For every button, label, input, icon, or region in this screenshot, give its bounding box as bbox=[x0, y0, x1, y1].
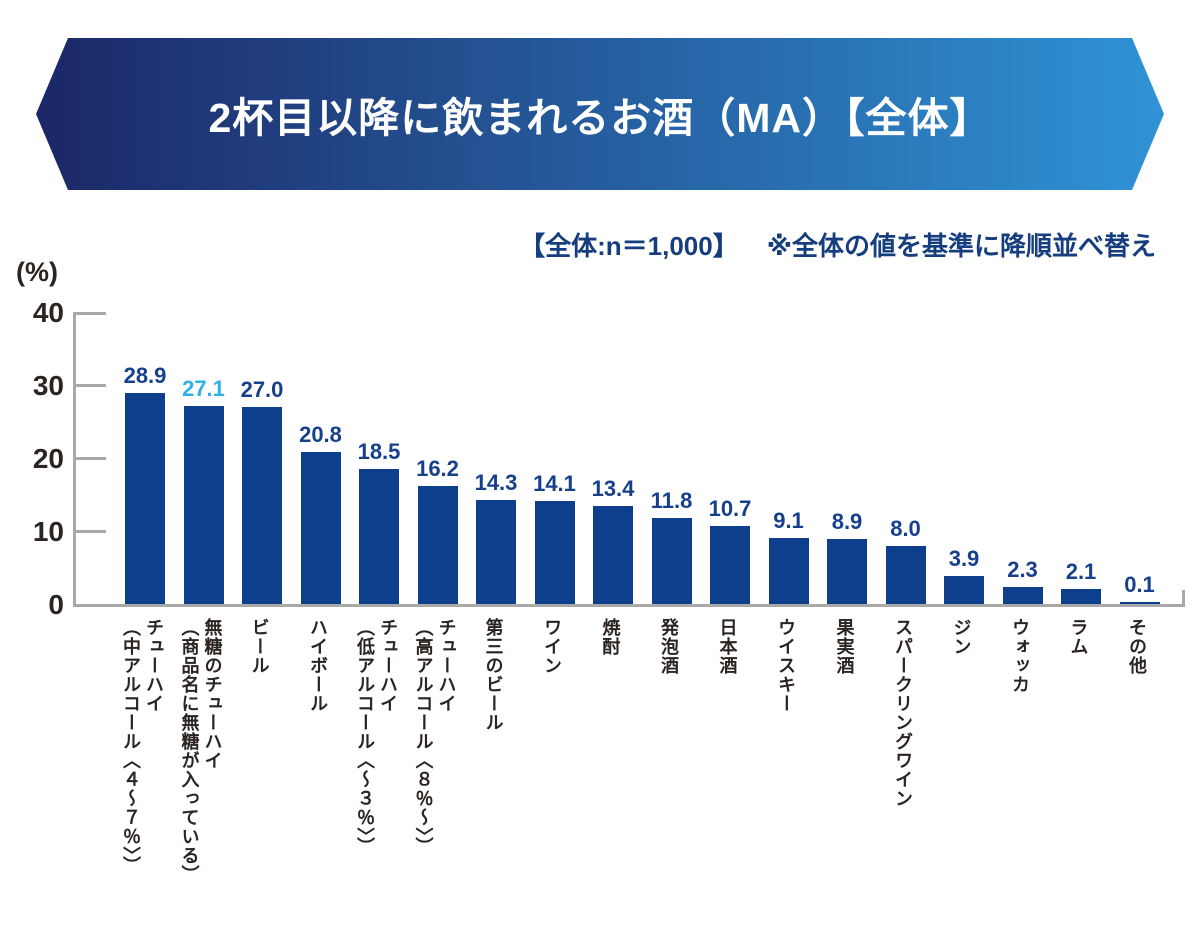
bar bbox=[125, 393, 165, 604]
bar-column: 27.0 bbox=[233, 312, 292, 604]
category-label: チューハイ （高アルコール〈８％～〉） bbox=[413, 618, 457, 856]
bar bbox=[827, 539, 867, 604]
category-label: 無糖のチューハイ （商品名に無糖が入っている） bbox=[179, 618, 223, 884]
bar-column: 2.1 bbox=[1052, 312, 1111, 604]
bar-column: 0.1 bbox=[1110, 312, 1169, 604]
y-tick-label: 0 bbox=[48, 589, 64, 620]
bar bbox=[651, 517, 692, 604]
y-tick-label: 30 bbox=[32, 370, 64, 401]
bar bbox=[183, 406, 224, 604]
bar-value-label: 3.9 bbox=[948, 545, 980, 571]
bar-column: 8.9 bbox=[818, 312, 877, 604]
y-axis-unit-label: (%) bbox=[16, 257, 58, 287]
bar-value-label: 28.9 bbox=[123, 363, 167, 389]
bar-column: 20.8 bbox=[291, 312, 350, 604]
bar bbox=[242, 406, 282, 604]
bar bbox=[300, 452, 341, 604]
title-banner: 2杯目以降に飲まれるお酒（MA）【全体】 bbox=[36, 38, 1164, 190]
bar bbox=[476, 499, 516, 604]
page-title: 2杯目以降に飲まれるお酒（MA）【全体】 bbox=[208, 95, 992, 141]
bar bbox=[944, 575, 984, 604]
category-label: その他 bbox=[1127, 618, 1148, 675]
bar-value-label: 2.1 bbox=[1065, 558, 1097, 584]
bar-value-label: 18.5 bbox=[357, 438, 401, 464]
bar-column: 18.5 bbox=[350, 312, 409, 604]
chart-note: 【全体:n＝1,000】 ※全体の値を基準に降順並べ替え bbox=[519, 226, 1156, 263]
bar bbox=[359, 468, 399, 604]
bar-value-label: 16.2 bbox=[416, 455, 459, 481]
category-label: ビール bbox=[249, 618, 270, 675]
bar-column: 8.0 bbox=[876, 312, 935, 604]
category-label: 発泡酒 bbox=[659, 618, 680, 675]
bar-column: 11.8 bbox=[642, 312, 701, 604]
y-tick bbox=[76, 312, 106, 315]
y-tick bbox=[76, 529, 106, 533]
plot-area: 40 30 20 10 0 28.9 27.1 27.0 20.8 18.5 16.2 14.3 14.… bbox=[33, 299, 1185, 619]
category-labels: チューハイ （中アルコール〈４～７％〉） 無糖のチューハイ （商品名に無糖が入って… bbox=[73, 618, 1185, 936]
y-tick bbox=[76, 456, 106, 460]
category-label: スパークリングワイン bbox=[893, 618, 914, 808]
bar-value-label: 2.3 bbox=[1007, 557, 1038, 583]
bar-value-label: 11.8 bbox=[650, 487, 693, 513]
category-label: チューハイ （中アルコール〈４～７％〉） bbox=[121, 618, 165, 875]
bar-value-label: 20.8 bbox=[299, 422, 342, 448]
bar-value-label: 13.4 bbox=[591, 476, 635, 502]
category-label: チューハイ （低アルコール〈～３％〉） bbox=[355, 618, 399, 856]
bar bbox=[417, 485, 458, 604]
bar-column: 2.3 bbox=[993, 312, 1052, 604]
bar-column: 16.2 bbox=[408, 312, 467, 604]
category-label: 日本酒 bbox=[717, 618, 738, 675]
y-tick-label: 10 bbox=[32, 516, 64, 547]
bar-column: 9.1 bbox=[759, 312, 818, 604]
sort-order-note: ※全体の値を基準に降順並べ替え bbox=[766, 231, 1156, 261]
bar-column: 14.1 bbox=[525, 312, 584, 604]
bar bbox=[768, 537, 809, 604]
y-tick-label: 40 bbox=[32, 297, 64, 328]
bar bbox=[1061, 588, 1101, 604]
category-label: ラム bbox=[1068, 618, 1089, 656]
bar-value-label: 14.1 bbox=[533, 471, 576, 497]
y-tick bbox=[76, 383, 106, 387]
bar-column: 27.1 bbox=[174, 312, 233, 604]
category-label: ウイスキー bbox=[776, 618, 797, 713]
bar bbox=[885, 545, 926, 604]
bar-value-label: 8.0 bbox=[890, 515, 921, 541]
y-tick-label: 20 bbox=[32, 443, 64, 474]
bar bbox=[593, 506, 633, 604]
category-label: ハイボール bbox=[308, 618, 329, 713]
category-label: 第三のビール bbox=[483, 618, 504, 732]
bar-value-label: 0.1 bbox=[1124, 572, 1155, 597]
category-label: ワイン bbox=[542, 618, 563, 675]
bar-column: 10.7 bbox=[701, 312, 760, 604]
category-label: 果実酒 bbox=[834, 618, 855, 675]
bar-column: 13.4 bbox=[584, 312, 643, 604]
bar-value-label: 27.1 bbox=[182, 376, 225, 402]
bar bbox=[1002, 587, 1043, 604]
bar-column: 3.9 bbox=[935, 312, 994, 604]
bar bbox=[710, 525, 750, 604]
bar bbox=[534, 501, 575, 604]
bar-value-label: 9.1 bbox=[773, 507, 804, 533]
bar-column: 14.3 bbox=[467, 312, 526, 604]
bar bbox=[1119, 602, 1160, 604]
bar-value-label: 14.3 bbox=[474, 469, 518, 495]
category-label: 焼酎 bbox=[600, 618, 621, 656]
bar-value-label: 27.0 bbox=[240, 376, 284, 402]
bar-column: 28.9 bbox=[116, 312, 175, 604]
category-label: ウォッカ bbox=[1010, 618, 1031, 694]
bar-value-label: 8.9 bbox=[831, 509, 863, 535]
bar-value-label: 10.7 bbox=[708, 495, 752, 521]
sample-size-label: 【全体:n＝1,000】 bbox=[519, 231, 739, 261]
category-label: ジン bbox=[951, 618, 972, 656]
x-axis-right-tick bbox=[1182, 590, 1185, 604]
